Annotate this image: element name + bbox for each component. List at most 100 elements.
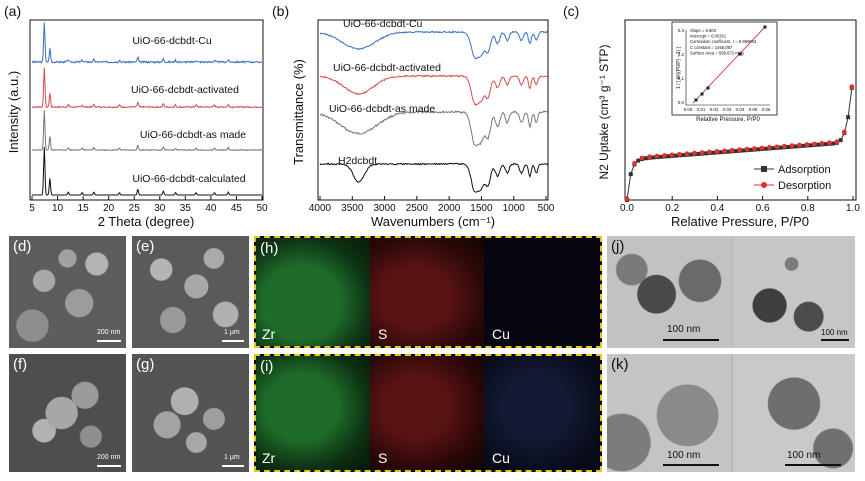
- a-xtick-5: 5: [29, 203, 35, 214]
- eds-s-map-h: [370, 238, 484, 346]
- scale-text-g: 1 μm: [224, 454, 240, 461]
- inset-xtick: 0.02: [710, 107, 719, 112]
- adsorption-point: [643, 156, 648, 161]
- c-xtick-0.4: 0.4: [710, 203, 724, 214]
- panel-c-label: (c): [563, 3, 579, 19]
- panel-c: (c) N2 Uptake (cm³ g⁻¹ STP) Relative Pre…: [563, 3, 860, 229]
- micro-label-i: (i): [260, 358, 274, 375]
- tem-scale-text-k2: 100 nm: [787, 450, 821, 461]
- bet-stat-line: Intercept = 0.00261: [690, 34, 727, 39]
- bet-point: [738, 52, 742, 56]
- b-xtick-1000: 1000: [503, 203, 526, 214]
- adsorption-point: [756, 147, 761, 152]
- adsorption-point: [808, 143, 813, 148]
- a-xtick-20: 20: [103, 203, 115, 214]
- panel-b-frame: [317, 19, 549, 201]
- panel-c-xlabel: Relative Pressure, P/P0: [671, 214, 809, 229]
- tem-image-k: (k) 100 nm 100 nm: [607, 354, 855, 472]
- desorption-point: [849, 84, 855, 90]
- c-xtick-0.2: 0.2: [665, 203, 679, 214]
- panel-c-ylabel: N2 Uptake (cm³ g⁻¹ STP): [597, 44, 611, 179]
- desorption-point: [774, 144, 780, 150]
- b-xtick-1500: 1500: [470, 203, 493, 214]
- desorption-point: [744, 146, 750, 152]
- panel-a-frame: [29, 19, 264, 201]
- adsorption-point: [793, 144, 798, 149]
- panel-a-label: (a): [4, 3, 21, 19]
- desorption-points: [624, 84, 855, 202]
- ir-line-cu: [319, 30, 548, 60]
- adsorption-point: [726, 149, 731, 154]
- scalebar-g: [222, 465, 244, 467]
- desorption-point: [677, 151, 682, 157]
- a-xtick-45: 45: [231, 203, 243, 214]
- panel-b-ylabel: Transmittance (%): [291, 59, 306, 165]
- ir-line-activated: [319, 74, 549, 106]
- b-xtick-3000: 3000: [373, 203, 396, 214]
- legend-marker-desorption: [761, 182, 767, 188]
- b-xtick-4000: 4000: [309, 203, 332, 214]
- element-label-s-h: S: [378, 326, 388, 342]
- panel-b: (b) Transmittance (%) Wavenumbers (cm⁻¹)…: [272, 3, 555, 229]
- c-xtick-0.8: 0.8: [801, 203, 815, 214]
- panel-b-label: (b): [272, 3, 289, 19]
- bet-stat-line: Correlation coefficient, r = 0.999904: [690, 39, 757, 44]
- bet-stat-line: C constant = 1465.087: [690, 45, 733, 50]
- desorption-point: [841, 129, 847, 135]
- desorption-point: [752, 146, 757, 151]
- adsorption-point: [801, 143, 806, 148]
- micro-label-h: (h): [260, 240, 279, 257]
- element-label-zr-h: Zr: [262, 326, 276, 342]
- legend-label-desorption: Desorption: [778, 180, 831, 192]
- bet-fit-line: [692, 26, 766, 104]
- desorption-point: [669, 152, 675, 158]
- desorption-point: [692, 150, 697, 156]
- micro-label-e: (e): [136, 238, 155, 255]
- adsorption-point: [651, 155, 656, 160]
- adsorption-point: [681, 153, 686, 158]
- scalebar-f: [97, 465, 121, 467]
- eds-map-i: (i) Zr S Cu: [254, 354, 602, 472]
- tem-j-left: [607, 236, 731, 348]
- eds-zr-map-h: [256, 238, 370, 346]
- sem-image-f: (f) 200 nm: [9, 354, 126, 472]
- adsorption-point: [846, 115, 851, 120]
- tem-scale-text-j1: 100 nm: [667, 324, 701, 335]
- a-xtick-40: 40: [205, 203, 217, 214]
- adsorption-point: [748, 147, 753, 152]
- tem-k-right: [733, 354, 855, 472]
- bet-point: [694, 98, 698, 102]
- ir-label-activated: UiO-66-dcbdt-activated: [333, 62, 441, 74]
- tem-scalebar-j2: [821, 339, 849, 341]
- tem-image-j: (j) 100 nm 100 nm: [607, 236, 855, 348]
- adsorption-point: [838, 138, 843, 143]
- panel-a: (a) Intensity (a.u.) 2 Theta (degree) 5 1…: [4, 3, 268, 229]
- micro-label-k: (k): [611, 356, 629, 373]
- panel-c-frame: [624, 19, 857, 201]
- bet-point: [763, 25, 767, 29]
- adsorption-point: [703, 151, 708, 156]
- desorption-point: [737, 147, 742, 153]
- ir-line-as-made: [319, 110, 548, 147]
- desorption-point: [819, 140, 825, 146]
- a-xtick-25: 25: [129, 203, 141, 214]
- bet-stat-line: Slope = 5.603: [690, 28, 717, 33]
- desorption-point: [767, 145, 772, 150]
- series-label-activated: UiO-66-dcbdt-activated: [131, 84, 239, 96]
- adsorption-point: [733, 149, 738, 154]
- panel-c-xticks: 0.0 0.2 0.4 0.6 0.8 1.0: [620, 196, 860, 214]
- series-line-cu: [31, 22, 263, 64]
- adsorption-point: [763, 146, 768, 151]
- legend-marker-adsorption: [761, 166, 767, 172]
- inset-xtick: 0.03: [723, 107, 732, 112]
- eds-s-map-i: [370, 356, 484, 470]
- adsorption-point: [711, 150, 716, 155]
- sem-image-d: (d) 200 nm: [9, 236, 126, 348]
- element-label-s-i: S: [378, 450, 388, 466]
- inset-ylabel: 1 / [ W((P0/P) - 1) ]: [676, 46, 682, 89]
- ir-label-cu: UiO-66-dcbdt-Cu: [343, 18, 423, 30]
- adsorption-point: [688, 152, 693, 157]
- micro-label-f: (f): [13, 356, 28, 373]
- adsorption-point: [778, 145, 783, 150]
- micro-label-g: (g): [136, 356, 155, 373]
